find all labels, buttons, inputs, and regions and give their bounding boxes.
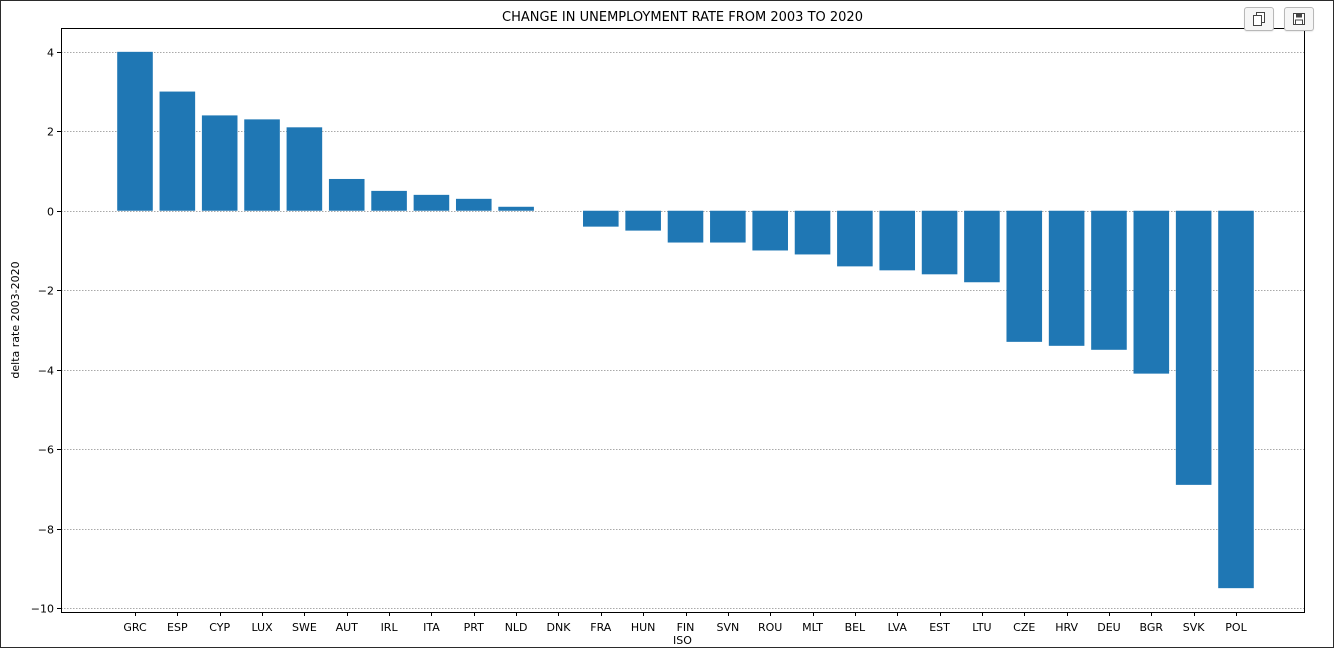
bar-cyp	[201, 115, 238, 211]
x-tick-label: IRL	[381, 621, 399, 634]
bar-ita	[413, 194, 450, 211]
x-tick-label: CYP	[209, 621, 230, 634]
bar-irl	[371, 190, 407, 211]
x-tick-label: ITA	[423, 621, 440, 634]
y-tick-label: −8	[38, 524, 54, 537]
y-tick-label: 2	[47, 126, 54, 139]
bar-svk	[1175, 210, 1212, 485]
x-tick-label: BGR	[1140, 621, 1164, 634]
x-tick-label: HRV	[1055, 621, 1078, 634]
save-button[interactable]	[1284, 7, 1314, 31]
x-tick-label: SWE	[292, 621, 317, 634]
bar-est	[921, 210, 958, 275]
x-tick-label: AUT	[336, 621, 359, 634]
bar-grc	[117, 51, 153, 211]
bar-hun	[625, 210, 661, 231]
bar-aut	[328, 178, 365, 211]
floppy-disk-icon	[1293, 13, 1305, 25]
bar-prt	[455, 198, 492, 211]
x-tick-label: LVA	[888, 621, 908, 634]
bar-esp	[159, 91, 196, 211]
x-tick-label: CZE	[1013, 621, 1035, 634]
y-tick-label: −2	[38, 285, 54, 298]
x-tick-label: SVN	[716, 621, 739, 634]
bar-lva	[879, 210, 916, 271]
x-tick-label: ROU	[758, 621, 782, 634]
copy-icon	[1253, 12, 1265, 26]
x-tick-label: LTU	[972, 621, 991, 634]
x-tick-label: ESP	[167, 621, 188, 634]
x-tick-label: POL	[1225, 621, 1247, 634]
y-tick-label: −10	[31, 603, 54, 616]
bar-nld	[498, 206, 534, 211]
bar-fin	[667, 210, 704, 243]
x-tick-label: NLD	[505, 621, 528, 634]
bar-svn	[710, 210, 746, 243]
bar-cze	[1006, 210, 1043, 342]
x-tick-label: HUN	[631, 621, 656, 634]
bar-mlt	[794, 210, 831, 255]
plot-area	[61, 28, 1305, 613]
y-tick-label: 0	[47, 206, 54, 219]
y-tick-label: −4	[38, 365, 54, 378]
bar-ltu	[964, 210, 1000, 283]
y-axis-label: delta rate 2003-2020	[9, 261, 22, 378]
x-tick-label: BEL	[845, 621, 866, 634]
bar-pol	[1218, 210, 1254, 589]
chart-title: CHANGE IN UNEMPLOYMENT RATE FROM 2003 TO…	[502, 10, 863, 25]
x-tick-label: EST	[929, 621, 950, 634]
x-tick-label: SVK	[1183, 621, 1206, 634]
x-tick-label: PRT	[464, 621, 484, 634]
copy-button[interactable]	[1244, 7, 1274, 31]
bar-rou	[752, 210, 788, 251]
bar-hrv	[1048, 210, 1085, 346]
bar-swe	[286, 127, 323, 211]
bar-deu	[1091, 210, 1127, 350]
bar-fra	[583, 210, 619, 227]
bar-bgr	[1133, 210, 1170, 374]
x-tick-label: DEU	[1097, 621, 1120, 634]
x-axis-label: ISO	[673, 634, 692, 647]
x-tick-label: MLT	[802, 621, 823, 634]
bar-lux	[244, 119, 280, 211]
y-tick-label: 4	[47, 47, 54, 60]
x-tick-label: DNK	[547, 621, 572, 634]
x-tick-label: LUX	[251, 621, 273, 634]
y-tick-label: −6	[38, 444, 54, 457]
x-tick-label: FIN	[677, 621, 695, 634]
x-tick-label: GRC	[123, 621, 147, 634]
bar-bel	[837, 210, 873, 267]
x-tick-label: FRA	[590, 621, 612, 634]
